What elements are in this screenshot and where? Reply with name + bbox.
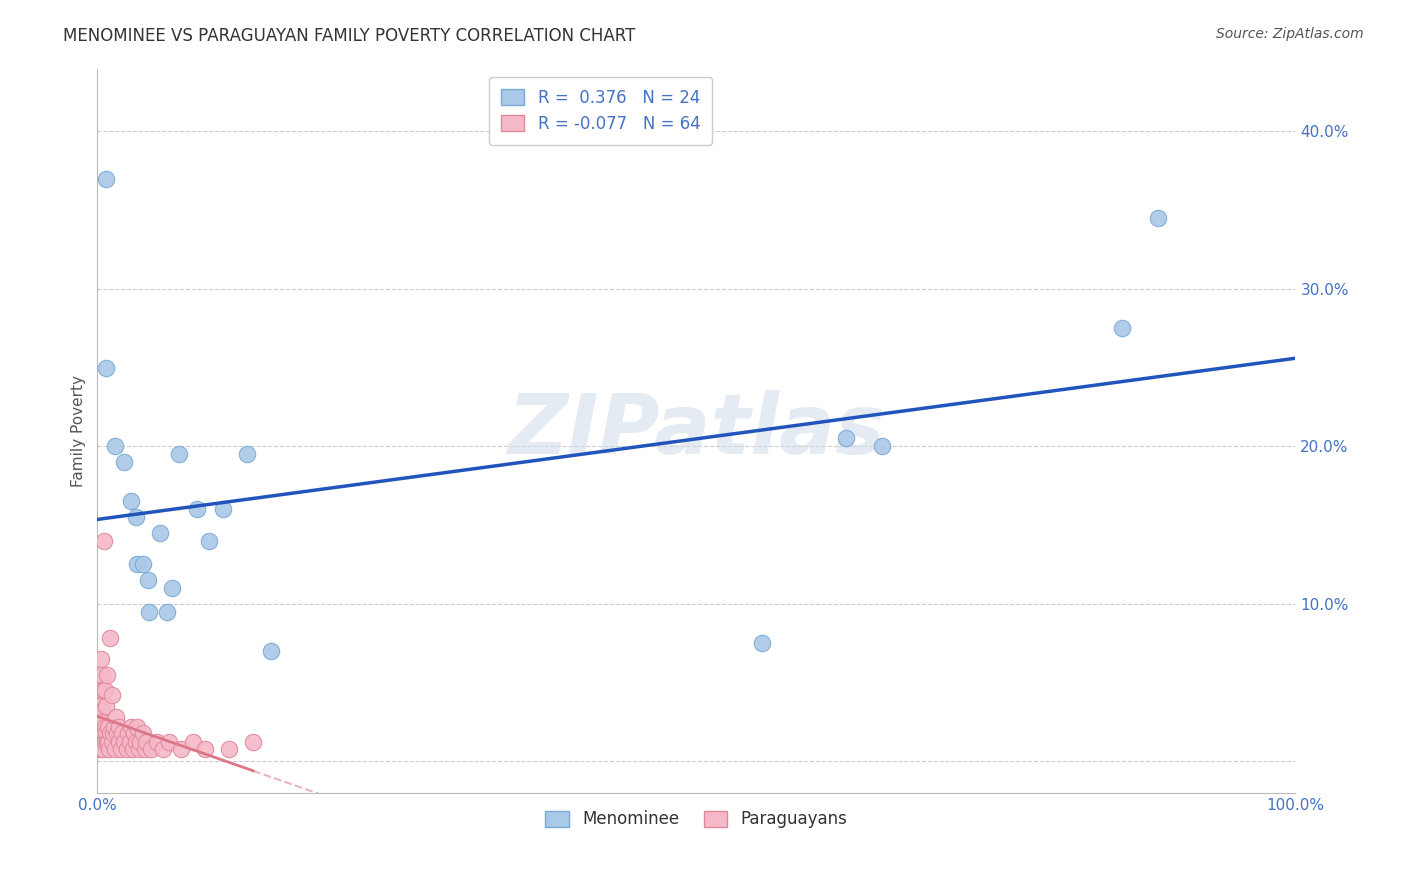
Point	[128, 741, 150, 756]
Point	[108, 735, 131, 749]
Legend: Menominee, Paraguayans: Menominee, Paraguayans	[538, 804, 855, 835]
Point	[93, 533, 115, 548]
Point	[212, 502, 235, 516]
Point	[236, 447, 259, 461]
Point	[118, 735, 141, 749]
Point	[90, 704, 112, 718]
Point	[94, 720, 117, 734]
Point	[89, 741, 111, 756]
Point	[104, 710, 127, 724]
Point	[110, 741, 132, 756]
Point	[117, 726, 139, 740]
Text: ZIPatlas: ZIPatlas	[508, 390, 886, 471]
Point	[91, 714, 114, 729]
Point	[89, 726, 111, 740]
Point	[112, 735, 135, 749]
Point	[157, 735, 180, 749]
Point	[90, 652, 112, 666]
Point	[138, 605, 160, 619]
Point	[870, 439, 893, 453]
Point	[156, 605, 179, 619]
Point	[94, 171, 117, 186]
Point	[194, 741, 217, 756]
Point	[97, 720, 120, 734]
Point	[104, 741, 127, 756]
Point	[134, 741, 156, 756]
Point	[89, 710, 111, 724]
Point	[105, 726, 128, 740]
Point	[104, 439, 127, 453]
Point	[260, 644, 283, 658]
Point	[98, 632, 121, 646]
Point	[90, 720, 112, 734]
Point	[110, 726, 132, 740]
Point	[91, 683, 114, 698]
Point	[117, 741, 139, 756]
Point	[141, 741, 163, 756]
Point	[835, 432, 858, 446]
Point	[132, 558, 155, 572]
Point	[103, 720, 125, 734]
Point	[90, 735, 112, 749]
Point	[218, 741, 240, 756]
Point	[89, 683, 111, 698]
Point	[94, 699, 117, 714]
Point	[125, 720, 148, 734]
Point	[122, 726, 145, 740]
Y-axis label: Family Poverty: Family Poverty	[72, 375, 86, 487]
Point	[93, 741, 115, 756]
Point	[97, 735, 120, 749]
Text: MENOMINEE VS PARAGUAYAN FAMILY POVERTY CORRELATION CHART: MENOMINEE VS PARAGUAYAN FAMILY POVERTY C…	[63, 27, 636, 45]
Point	[149, 525, 172, 540]
Point	[125, 735, 148, 749]
Point	[91, 726, 114, 740]
Point	[170, 741, 193, 756]
Point	[152, 741, 174, 756]
Point	[112, 455, 135, 469]
Point	[160, 581, 183, 595]
Point	[101, 688, 124, 702]
Point	[98, 726, 121, 740]
Point	[136, 573, 159, 587]
Point	[94, 683, 117, 698]
Point	[108, 720, 131, 734]
Point	[1111, 321, 1133, 335]
Point	[132, 726, 155, 740]
Point	[93, 735, 115, 749]
Point	[120, 720, 142, 734]
Point	[751, 636, 773, 650]
Point	[93, 726, 115, 740]
Point	[87, 731, 110, 745]
Point	[125, 558, 148, 572]
Point	[94, 726, 117, 740]
Text: Source: ZipAtlas.com: Source: ZipAtlas.com	[1216, 27, 1364, 41]
Point	[100, 735, 122, 749]
Point	[146, 735, 169, 749]
Point	[167, 447, 190, 461]
Point	[94, 360, 117, 375]
Point	[120, 494, 142, 508]
Point	[96, 735, 118, 749]
Point	[98, 741, 121, 756]
Point	[134, 735, 156, 749]
Point	[89, 699, 111, 714]
Point	[181, 735, 204, 749]
Point	[197, 533, 219, 548]
Point	[186, 502, 208, 516]
Point	[128, 735, 150, 749]
Point	[1146, 211, 1168, 225]
Point	[122, 741, 145, 756]
Point	[242, 735, 264, 749]
Point	[90, 667, 112, 681]
Point	[125, 510, 148, 524]
Point	[101, 726, 124, 740]
Point	[96, 667, 118, 681]
Point	[87, 714, 110, 729]
